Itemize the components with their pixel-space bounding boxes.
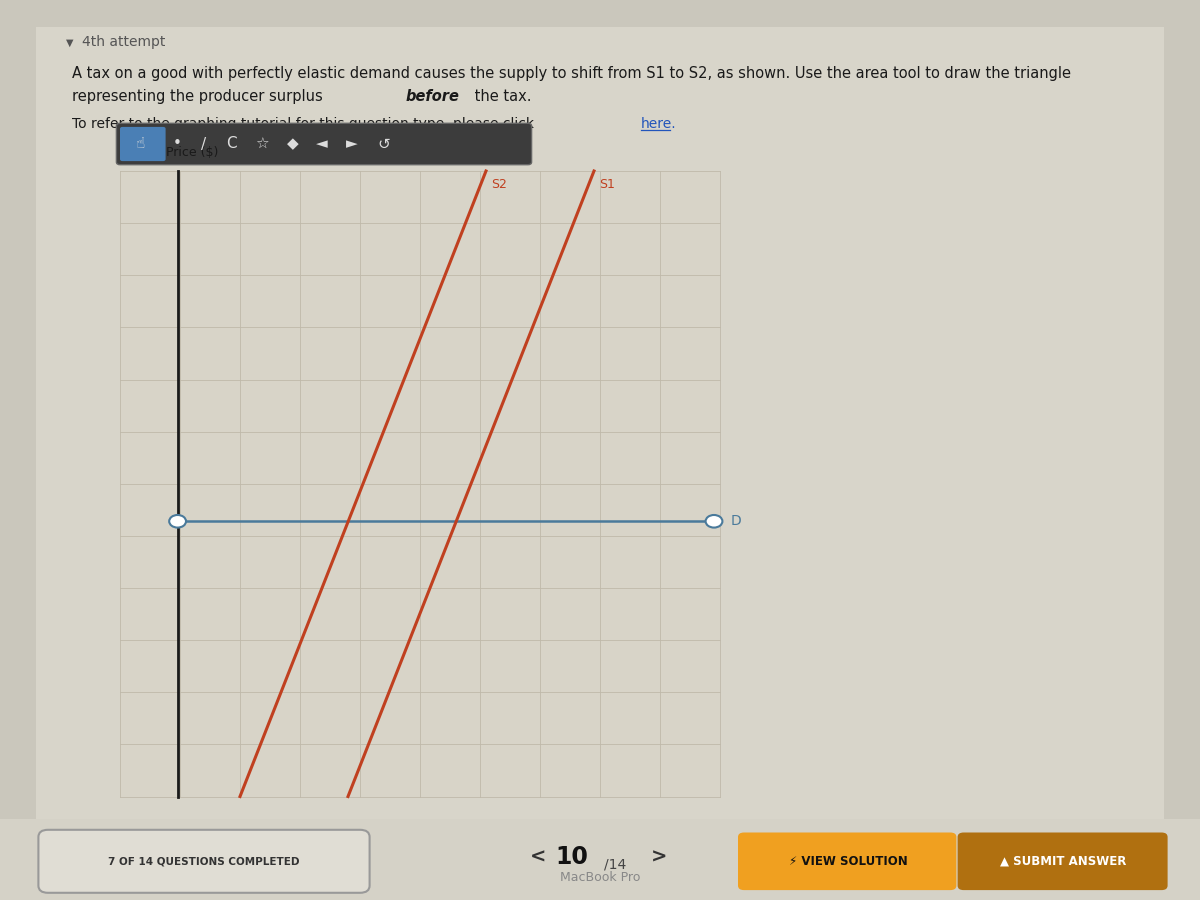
Text: ◄: ◄: [316, 137, 328, 151]
Text: ▼: ▼: [66, 37, 73, 48]
Text: <: <: [529, 847, 546, 867]
Text: S2: S2: [491, 178, 506, 191]
Text: /14: /14: [604, 857, 626, 871]
Text: representing the producer surplus: representing the producer surplus: [72, 89, 328, 104]
Text: 4th attempt: 4th attempt: [82, 35, 164, 50]
Text: MacBook Pro: MacBook Pro: [560, 871, 640, 884]
FancyBboxPatch shape: [958, 832, 1168, 890]
Text: 10: 10: [556, 845, 588, 868]
Bar: [0, 819, 1200, 900]
Text: D: D: [731, 514, 742, 528]
FancyBboxPatch shape: [116, 123, 532, 165]
Text: ▲ SUBMIT ANSWER: ▲ SUBMIT ANSWER: [1000, 855, 1127, 868]
Text: before: before: [406, 89, 460, 104]
Bar: [120, 171, 720, 796]
Text: /: /: [202, 137, 206, 151]
Text: here.: here.: [641, 117, 677, 131]
Text: ⚡ VIEW SOLUTION: ⚡ VIEW SOLUTION: [790, 855, 907, 868]
Text: ☆: ☆: [254, 137, 269, 151]
Text: 7 OF 14 QUESTIONS COMPLETED: 7 OF 14 QUESTIONS COMPLETED: [108, 856, 300, 867]
Text: C: C: [227, 137, 236, 151]
Text: S1: S1: [599, 178, 614, 191]
FancyBboxPatch shape: [38, 830, 370, 893]
Text: ↺: ↺: [378, 137, 390, 151]
FancyBboxPatch shape: [738, 832, 956, 890]
Text: >: >: [650, 847, 667, 867]
Text: To refer to the graphing tutorial for this question type, please click: To refer to the graphing tutorial for th…: [72, 117, 539, 131]
FancyBboxPatch shape: [120, 127, 166, 161]
Text: ►: ►: [346, 137, 358, 151]
Text: ☝: ☝: [136, 137, 145, 151]
Text: ◆: ◆: [287, 137, 299, 151]
Text: A tax on a good with perfectly elastic demand causes the supply to shift from S1: A tax on a good with perfectly elastic d…: [72, 67, 1072, 81]
Text: the tax.: the tax.: [470, 89, 532, 104]
Circle shape: [169, 515, 186, 527]
Circle shape: [706, 515, 722, 527]
Text: •: •: [173, 137, 182, 151]
Text: Price ($): Price ($): [166, 147, 218, 159]
